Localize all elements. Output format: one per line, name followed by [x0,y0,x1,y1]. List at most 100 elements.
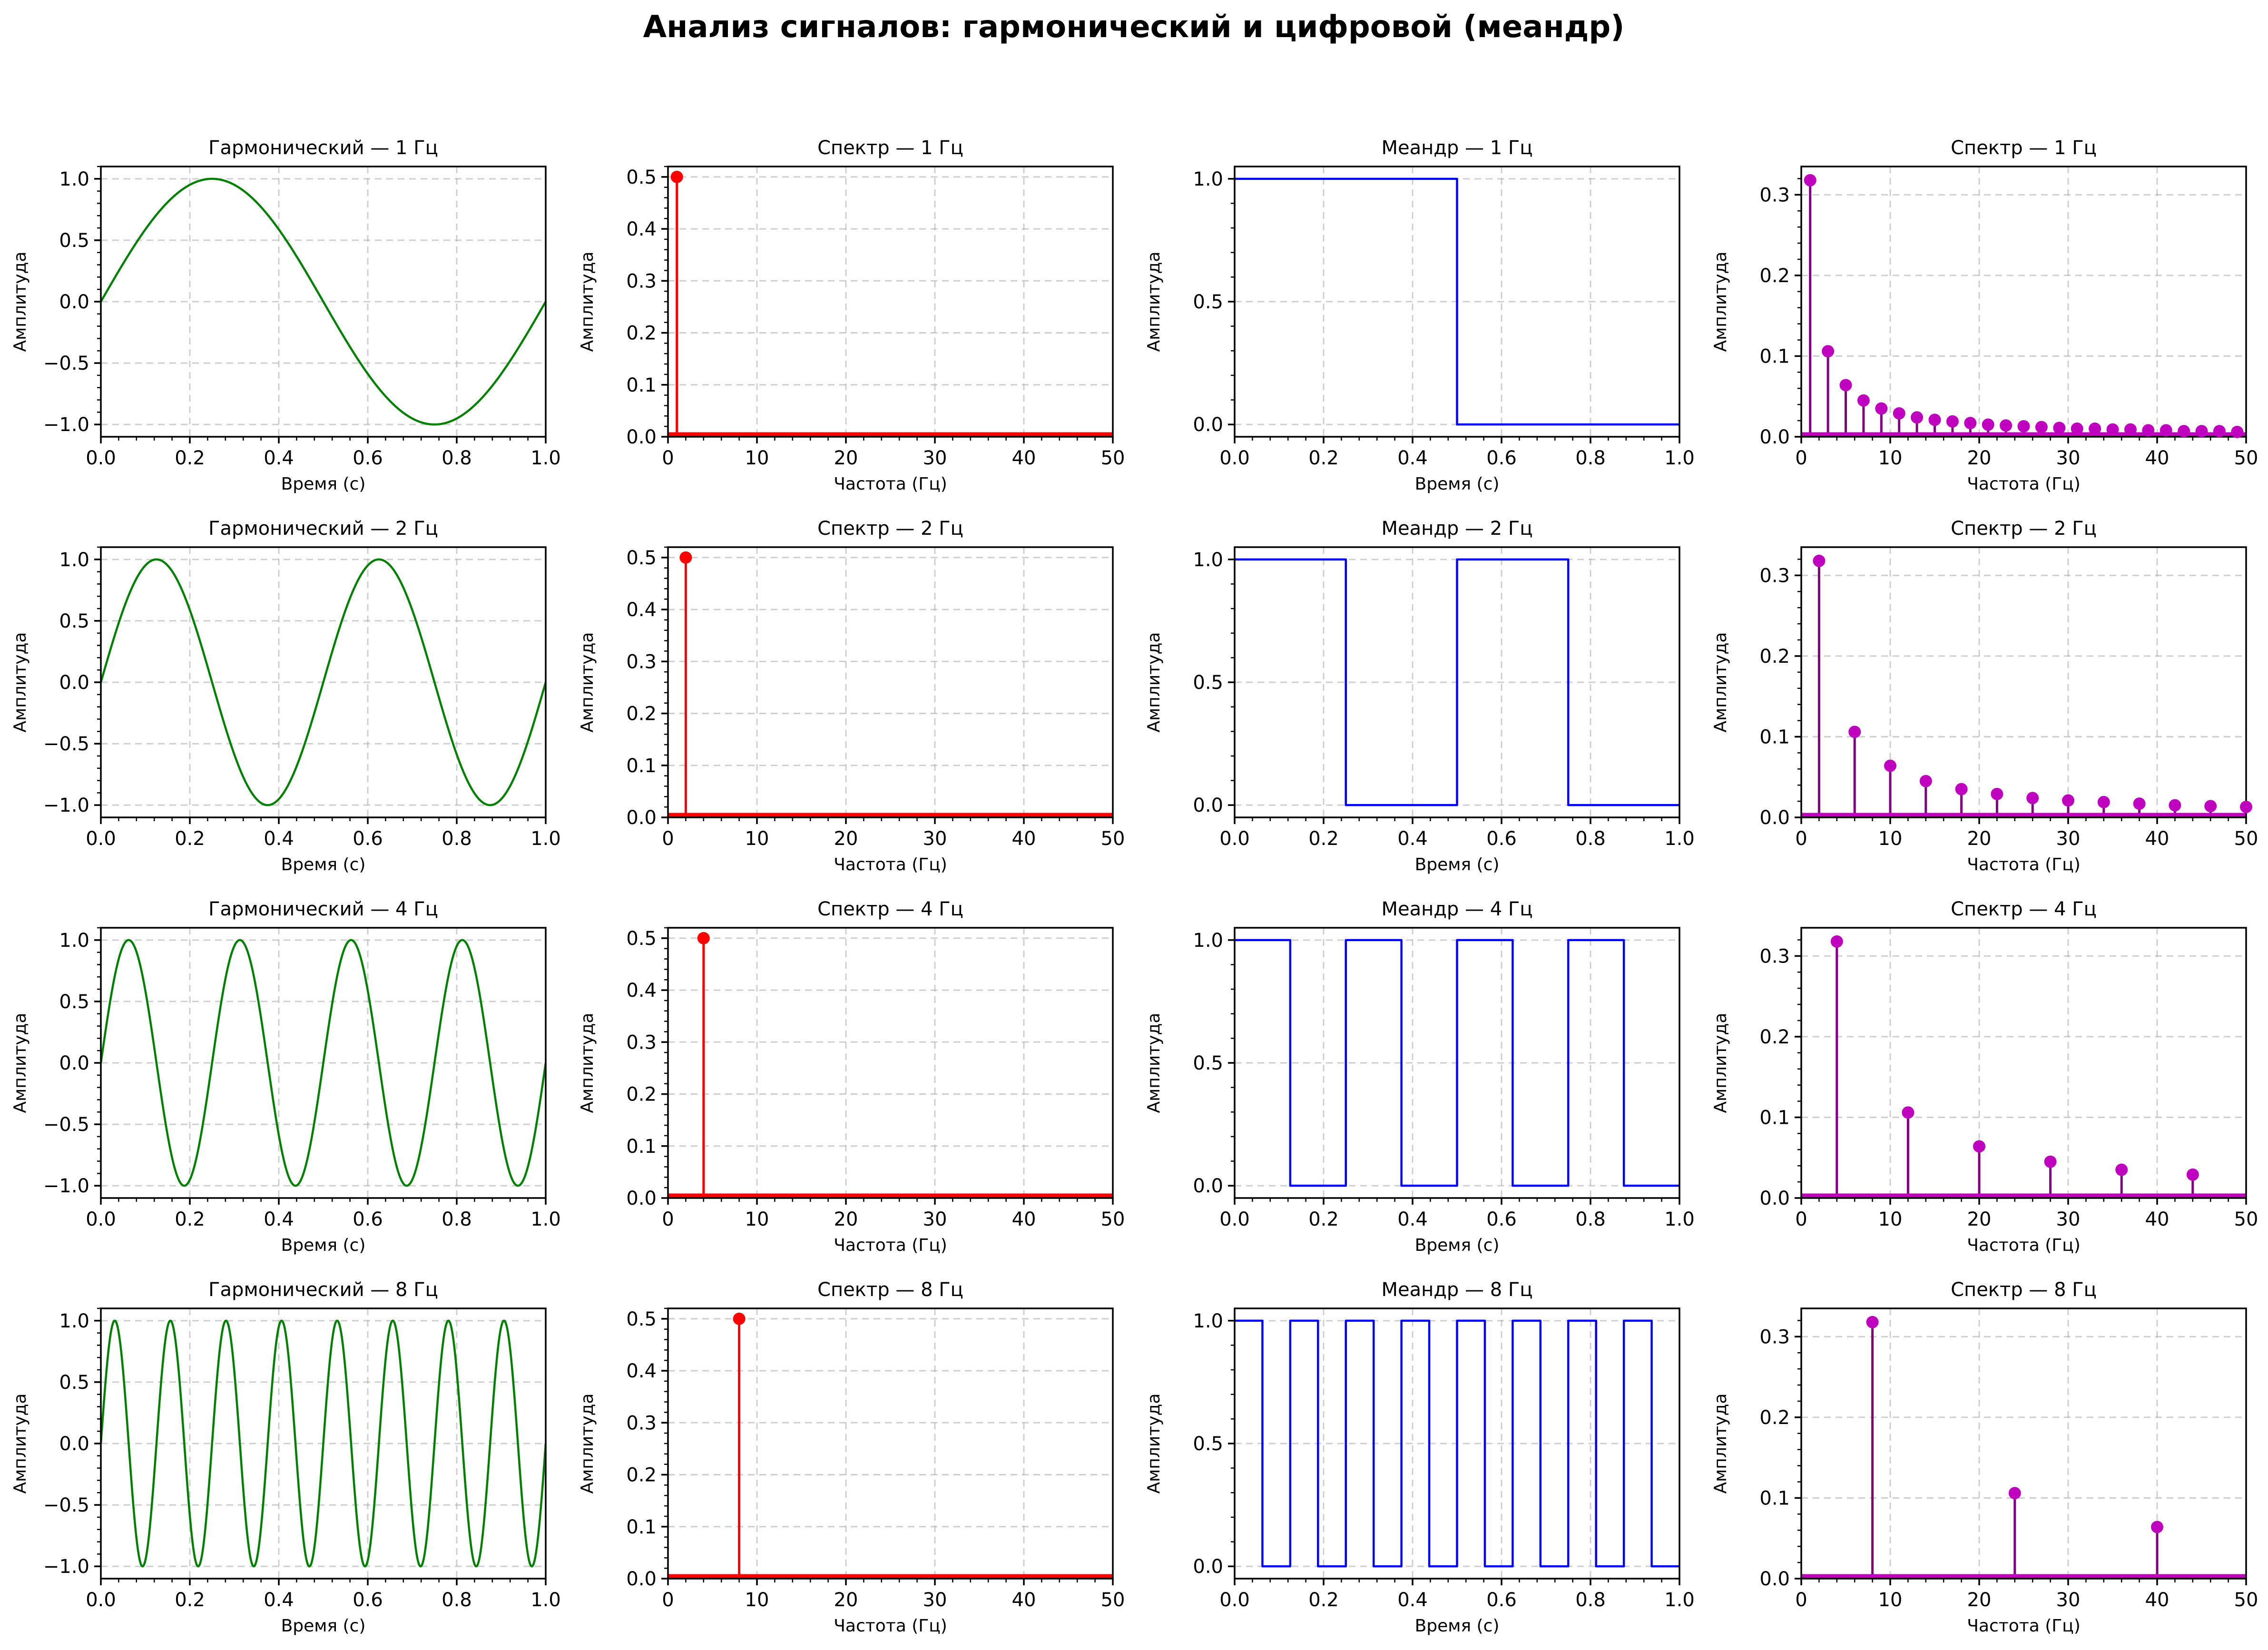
stem-marker [1813,554,1826,567]
harmonic-signal-line [101,558,546,806]
x-axis-label: Частота (Гц) [1967,855,2081,874]
x-tick-label: 0.8 [442,1589,472,1611]
x-tick-label: 0.6 [353,447,383,469]
x-tick-label: 20 [1967,1589,1992,1611]
x-axis-label: Время (с) [281,474,366,494]
x-tick-label: 10 [745,1208,769,1230]
stem-marker [733,1312,746,1325]
x-tick-label: 20 [834,828,858,850]
y-tick-label: 0.0 [626,1568,657,1590]
y-axis-label: Амплитуда [1144,632,1164,733]
subplot-title: Спектр — 2 Гц [817,518,963,540]
meander-signal-line [1235,939,1679,1187]
y-tick-label: 0.5 [1193,672,1223,694]
y-axis-label: Амплитуда [10,1394,30,1494]
x-tick-label: 10 [745,447,769,469]
y-tick-label: 0.4 [626,1360,657,1382]
x-tick-label: 40 [2145,1589,2170,1611]
stem-marker [2169,799,2181,812]
y-tick-label: −1.0 [43,1556,89,1578]
x-tick-label: 0.2 [175,447,205,469]
axes-frame [1800,1307,2247,1580]
subplot-title: Меандр — 8 Гц [1381,1279,1532,1301]
x-tick-label: 50 [2234,1589,2258,1611]
x-tick-label: 1.0 [530,1589,561,1611]
stem-marker [1804,174,1816,187]
stem-marker [2195,425,2208,438]
y-tick-label: 1.0 [59,930,89,952]
y-axis-label: Амплитуда [10,252,30,352]
plot-area [101,939,546,1187]
x-tick-label: 0.0 [1219,1208,1250,1230]
y-tick-label: 0.2 [626,1084,657,1106]
y-tick-label: 0.3 [626,651,657,673]
x-tick-label: 0.0 [86,828,116,850]
y-tick-label: 0.5 [626,1308,657,1330]
x-axis-label: Время (с) [1415,1236,1500,1255]
x-tick-label: 0.6 [1486,1208,1517,1230]
stem-marker [2115,1163,2128,1176]
y-tick-label: 0.5 [59,230,89,252]
y-tick-label: 0.1 [1759,1107,1790,1129]
x-tick-label: 10 [745,1589,769,1611]
y-tick-label: 0.1 [1759,345,1790,367]
y-tick-label: 0.1 [626,374,657,396]
x-tick-label: 1.0 [530,447,561,469]
x-tick-label: 10 [745,828,769,850]
y-tick-label: 0.2 [1759,1026,1790,1048]
y-tick-label: 0.2 [626,703,657,725]
y-tick-label: 0.1 [626,755,657,777]
y-tick-label: 0.4 [626,980,657,1002]
y-tick-label: 0.3 [1759,565,1790,587]
x-tick-label: 0.8 [1575,447,1606,469]
y-tick-label: 0.0 [59,291,89,313]
x-tick-label: 0 [1795,828,1807,850]
x-tick-label: 10 [1878,1589,1903,1611]
x-axis-label: Частота (Гц) [834,855,947,874]
x-tick-label: 0 [1795,447,1807,469]
y-tick-label: 0.5 [1193,291,1223,313]
stem-marker [1884,759,1896,772]
y-tick-label: 1.0 [59,549,89,571]
subplot-2-2: 0 10 20 30 40 50 0.0 0.1 0.2 0.3 0.4 0.5 Спектр — 2 … [578,518,1125,874]
y-tick-label: 0.0 [1193,1556,1223,1578]
y-tick-label: 1.0 [59,168,89,190]
y-tick-label: 0.5 [59,610,89,632]
y-tick-label: 0.2 [1759,265,1790,287]
meander-signal-line [1235,177,1679,426]
x-tick-label: 0.4 [264,1589,294,1611]
stem-marker [2053,422,2066,434]
subplot-1-3: 0.0 0.2 0.4 0.6 0.8 1.0 0.0 0.5 1.0 Меандр — 1 Гц… [1144,137,1695,494]
y-axis-label: Амплитуда [578,1013,597,1113]
x-tick-label: 40 [2145,1208,2170,1230]
x-tick-label: 20 [1967,1208,1992,1230]
y-tick-label: 0.1 [626,1516,657,1538]
x-tick-label: 50 [2234,447,2258,469]
y-axis-label: Амплитуда [578,1394,597,1494]
y-tick-label: 0.5 [626,928,657,950]
plot-area [1801,1322,2246,1579]
x-tick-label: 0.6 [353,828,383,850]
stem-marker [2008,1487,2021,1500]
x-tick-label: 40 [2145,447,2170,469]
plot-area [1801,941,2246,1198]
y-axis-label: Амплитуда [1711,1013,1730,1113]
stem-marker [1982,418,1994,431]
x-tick-label: 50 [2234,828,2258,850]
harmonic-signal-line [101,177,546,426]
subplot-4-4: 0 10 20 30 40 50 0.0 0.1 0.2 0.3 Спектр — 8 Гц Част… [1711,1279,2258,1636]
stem-marker [2151,1521,2163,1533]
x-tick-label: 30 [923,1208,947,1230]
x-axis-label: Частота (Гц) [1967,1616,2081,1636]
harmonic-signal-line [101,939,546,1187]
stem-marker [2000,419,2013,432]
plot-area [1235,1319,1679,1568]
x-tick-label: 1.0 [1664,1208,1695,1230]
subplot-title: Спектр — 4 Гц [817,898,963,920]
y-tick-label: 0.2 [1759,646,1790,668]
plot-area [1235,558,1679,806]
y-tick-label: 1.0 [1193,1310,1223,1332]
stem-marker [2133,797,2146,810]
x-tick-label: 0.2 [1308,1589,1339,1611]
